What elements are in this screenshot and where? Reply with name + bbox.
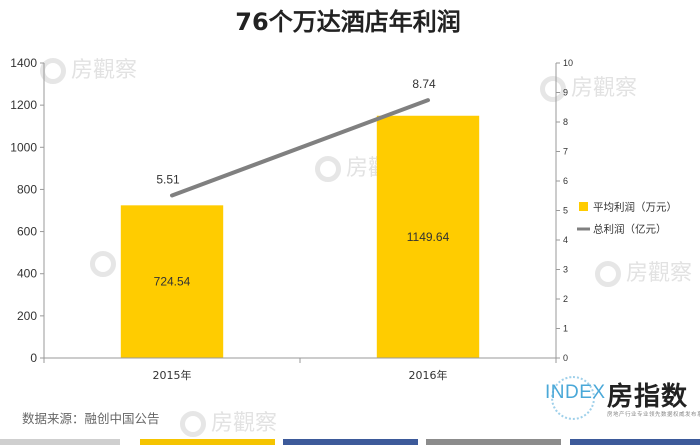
bar-series: 724.54 1149.64 xyxy=(120,115,480,358)
right-tick-label: 0 xyxy=(563,353,568,363)
x-tick-label: 2016年 xyxy=(409,368,448,382)
left-tick-label: 1400 xyxy=(10,56,37,70)
bar xyxy=(376,115,480,358)
right-tick-label: 5 xyxy=(563,206,568,216)
chart-title: 76个万达酒店年利润 xyxy=(235,8,460,36)
right-tick-label: 4 xyxy=(563,235,568,245)
bar-data-label: 1149.64 xyxy=(407,230,450,244)
right-tick-label: 2 xyxy=(563,294,568,304)
left-tick-label: 200 xyxy=(17,309,37,323)
bottom-strip-4 xyxy=(426,439,561,445)
source-note: 数据来源：融创中国公告 xyxy=(22,411,160,426)
right-tick-label: 6 xyxy=(563,176,568,186)
right-tick-label: 8 xyxy=(563,117,568,127)
line-data-label: 5.51 xyxy=(156,172,180,186)
brand-logo: INDEX 房指数 房地产行业专业领先数据权威发布系统 xyxy=(545,372,700,424)
brand-tagline: 房地产行业专业领先数据权威发布系统 xyxy=(607,412,700,418)
x-tick-label: 2015年 xyxy=(153,368,192,382)
x-axis: 2015年 2016年 xyxy=(43,357,557,382)
bottom-strip-5 xyxy=(570,439,700,445)
right-axis: 0 1 2 3 4 5 6 7 8 9 10 xyxy=(555,58,573,363)
left-tick-label: 0 xyxy=(30,351,37,365)
left-tick-label: 600 xyxy=(17,225,37,239)
legend-label: 平均利润（万元） xyxy=(593,201,677,214)
bottom-strip-2 xyxy=(140,439,275,445)
brand-index-label: INDEX xyxy=(545,382,606,403)
line-series: 5.51 8.74 xyxy=(156,77,436,198)
bottom-strip-3 xyxy=(283,439,418,445)
bottom-strip-1 xyxy=(0,439,120,445)
left-tick-label: 1200 xyxy=(10,98,37,112)
left-tick-label: 800 xyxy=(17,182,37,196)
brand-name: 房指数 xyxy=(607,382,689,412)
brand-ring-icon xyxy=(551,376,595,420)
bar-data-label: 724.54 xyxy=(154,275,191,289)
line-data-label: 8.74 xyxy=(412,77,436,91)
legend-label: 总利润（亿元） xyxy=(593,223,667,236)
right-tick-label: 10 xyxy=(563,58,573,68)
right-tick-label: 7 xyxy=(563,147,568,157)
right-tick-label: 3 xyxy=(563,265,568,275)
left-axis: 0 200 400 600 800 1000 1200 1400 xyxy=(10,56,45,365)
right-tick-label: 9 xyxy=(563,88,568,98)
legend: 平均利润（万元） 总利润（亿元） xyxy=(577,201,677,236)
left-tick-label: 1000 xyxy=(10,140,37,154)
left-tick-label: 400 xyxy=(17,267,37,281)
right-tick-label: 1 xyxy=(563,324,568,334)
line-path xyxy=(170,98,430,198)
bar xyxy=(120,205,224,358)
legend-swatch-bar xyxy=(579,202,588,211)
